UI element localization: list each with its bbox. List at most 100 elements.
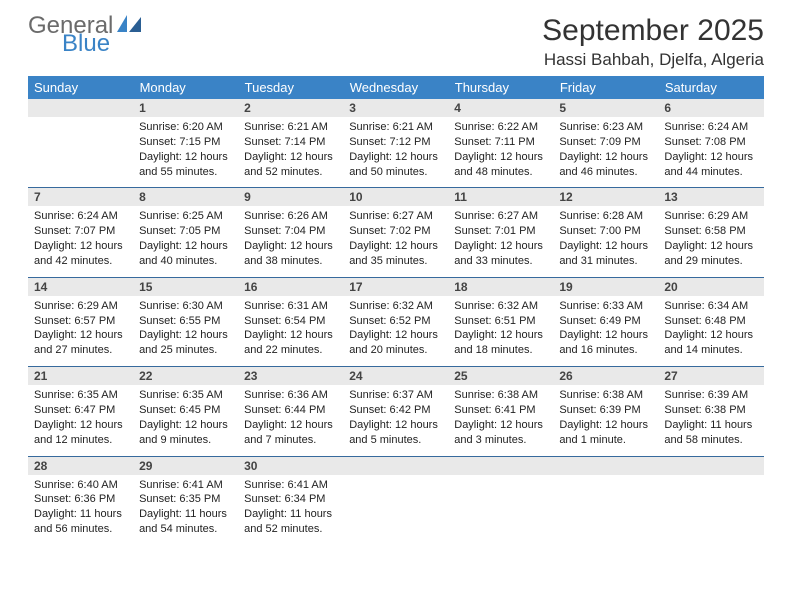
weekday-header: Saturday	[658, 76, 763, 99]
day-details: Sunrise: 6:34 AMSunset: 6:48 PMDaylight:…	[658, 296, 763, 366]
sunset-line: Sunset: 6:49 PM	[559, 314, 652, 329]
sunrise-line: Sunrise: 6:36 AM	[244, 388, 337, 403]
day-details	[343, 475, 448, 543]
day-number: 8	[133, 188, 238, 206]
sunset-line: Sunset: 6:35 PM	[139, 492, 232, 507]
daylight-line: Daylight: 12 hours and 14 minutes.	[664, 328, 757, 358]
sunrise-line: Sunrise: 6:40 AM	[34, 478, 127, 493]
sunrise-line: Sunrise: 6:27 AM	[454, 209, 547, 224]
logo: General Blue	[28, 14, 143, 56]
calendar-week-row: 1Sunrise: 6:20 AMSunset: 7:15 PMDaylight…	[28, 99, 764, 188]
day-number: 2	[238, 99, 343, 117]
calendar-week-row: 21Sunrise: 6:35 AMSunset: 6:47 PMDayligh…	[28, 367, 764, 456]
sunset-line: Sunset: 6:36 PM	[34, 492, 127, 507]
sunrise-line: Sunrise: 6:34 AM	[664, 299, 757, 314]
daylight-line: Daylight: 12 hours and 48 minutes.	[454, 150, 547, 180]
daylight-line: Daylight: 12 hours and 42 minutes.	[34, 239, 127, 269]
calendar-day-cell: 8Sunrise: 6:25 AMSunset: 7:05 PMDaylight…	[133, 188, 238, 277]
sunset-line: Sunset: 6:48 PM	[664, 314, 757, 329]
month-title: September 2025	[542, 14, 764, 48]
day-details: Sunrise: 6:21 AMSunset: 7:12 PMDaylight:…	[343, 117, 448, 187]
sunset-line: Sunset: 6:58 PM	[664, 224, 757, 239]
calendar-day-cell: 15Sunrise: 6:30 AMSunset: 6:55 PMDayligh…	[133, 277, 238, 366]
day-details: Sunrise: 6:39 AMSunset: 6:38 PMDaylight:…	[658, 385, 763, 455]
day-number: 20	[658, 278, 763, 296]
daylight-line: Daylight: 12 hours and 1 minute.	[559, 418, 652, 448]
location-text: Hassi Bahbah, Djelfa, Algeria	[542, 50, 764, 70]
sunset-line: Sunset: 6:42 PM	[349, 403, 442, 418]
day-number: 4	[448, 99, 553, 117]
day-details: Sunrise: 6:35 AMSunset: 6:45 PMDaylight:…	[133, 385, 238, 455]
day-number	[343, 457, 448, 475]
calendar-day-cell: 26Sunrise: 6:38 AMSunset: 6:39 PMDayligh…	[553, 367, 658, 456]
sunrise-line: Sunrise: 6:38 AM	[454, 388, 547, 403]
day-number: 25	[448, 367, 553, 385]
calendar-week-row: 28Sunrise: 6:40 AMSunset: 6:36 PMDayligh…	[28, 456, 764, 545]
daylight-line: Daylight: 12 hours and 29 minutes.	[664, 239, 757, 269]
title-block: September 2025 Hassi Bahbah, Djelfa, Alg…	[542, 14, 764, 70]
sunset-line: Sunset: 7:01 PM	[454, 224, 547, 239]
daylight-line: Daylight: 12 hours and 35 minutes.	[349, 239, 442, 269]
day-details: Sunrise: 6:36 AMSunset: 6:44 PMDaylight:…	[238, 385, 343, 455]
day-number	[658, 457, 763, 475]
weekday-header: Friday	[553, 76, 658, 99]
sunset-line: Sunset: 6:54 PM	[244, 314, 337, 329]
sunrise-line: Sunrise: 6:29 AM	[664, 209, 757, 224]
daylight-line: Daylight: 12 hours and 9 minutes.	[139, 418, 232, 448]
header-bar: General Blue September 2025 Hassi Bahbah…	[28, 14, 764, 70]
day-number: 29	[133, 457, 238, 475]
sunrise-line: Sunrise: 6:33 AM	[559, 299, 652, 314]
day-number: 30	[238, 457, 343, 475]
calendar-day-cell: 16Sunrise: 6:31 AMSunset: 6:54 PMDayligh…	[238, 277, 343, 366]
day-details: Sunrise: 6:41 AMSunset: 6:34 PMDaylight:…	[238, 475, 343, 545]
calendar-day-cell: 24Sunrise: 6:37 AMSunset: 6:42 PMDayligh…	[343, 367, 448, 456]
daylight-line: Daylight: 12 hours and 12 minutes.	[34, 418, 127, 448]
day-number	[448, 457, 553, 475]
day-number: 24	[343, 367, 448, 385]
weekday-header: Tuesday	[238, 76, 343, 99]
sunrise-line: Sunrise: 6:35 AM	[139, 388, 232, 403]
sunrise-line: Sunrise: 6:35 AM	[34, 388, 127, 403]
sunset-line: Sunset: 6:51 PM	[454, 314, 547, 329]
day-details: Sunrise: 6:38 AMSunset: 6:39 PMDaylight:…	[553, 385, 658, 455]
day-number	[28, 99, 133, 117]
logo-sail-icon	[117, 15, 143, 33]
day-number: 10	[343, 188, 448, 206]
calendar-body: 1Sunrise: 6:20 AMSunset: 7:15 PMDaylight…	[28, 99, 764, 545]
calendar-empty-cell	[448, 456, 553, 545]
day-number: 16	[238, 278, 343, 296]
calendar-day-cell: 2Sunrise: 6:21 AMSunset: 7:14 PMDaylight…	[238, 99, 343, 188]
sunset-line: Sunset: 7:04 PM	[244, 224, 337, 239]
daylight-line: Daylight: 12 hours and 16 minutes.	[559, 328, 652, 358]
daylight-line: Daylight: 12 hours and 46 minutes.	[559, 150, 652, 180]
calendar-day-cell: 21Sunrise: 6:35 AMSunset: 6:47 PMDayligh…	[28, 367, 133, 456]
day-number: 28	[28, 457, 133, 475]
day-number: 23	[238, 367, 343, 385]
calendar-day-cell: 20Sunrise: 6:34 AMSunset: 6:48 PMDayligh…	[658, 277, 763, 366]
calendar-table: SundayMondayTuesdayWednesdayThursdayFrid…	[28, 76, 764, 545]
day-number: 18	[448, 278, 553, 296]
daylight-line: Daylight: 12 hours and 7 minutes.	[244, 418, 337, 448]
day-details: Sunrise: 6:28 AMSunset: 7:00 PMDaylight:…	[553, 206, 658, 276]
daylight-line: Daylight: 11 hours and 58 minutes.	[664, 418, 757, 448]
calendar-day-cell: 1Sunrise: 6:20 AMSunset: 7:15 PMDaylight…	[133, 99, 238, 188]
sunset-line: Sunset: 7:05 PM	[139, 224, 232, 239]
day-number: 14	[28, 278, 133, 296]
sunset-line: Sunset: 6:57 PM	[34, 314, 127, 329]
day-number: 12	[553, 188, 658, 206]
sunrise-line: Sunrise: 6:24 AM	[664, 120, 757, 135]
weekday-header: Wednesday	[343, 76, 448, 99]
weekday-header-row: SundayMondayTuesdayWednesdayThursdayFrid…	[28, 76, 764, 99]
daylight-line: Daylight: 11 hours and 52 minutes.	[244, 507, 337, 537]
day-number: 6	[658, 99, 763, 117]
daylight-line: Daylight: 11 hours and 56 minutes.	[34, 507, 127, 537]
sunset-line: Sunset: 6:41 PM	[454, 403, 547, 418]
sunset-line: Sunset: 7:12 PM	[349, 135, 442, 150]
day-details: Sunrise: 6:29 AMSunset: 6:57 PMDaylight:…	[28, 296, 133, 366]
sunrise-line: Sunrise: 6:41 AM	[244, 478, 337, 493]
day-number: 7	[28, 188, 133, 206]
day-number: 22	[133, 367, 238, 385]
daylight-line: Daylight: 11 hours and 54 minutes.	[139, 507, 232, 537]
sunset-line: Sunset: 7:11 PM	[454, 135, 547, 150]
sunrise-line: Sunrise: 6:31 AM	[244, 299, 337, 314]
